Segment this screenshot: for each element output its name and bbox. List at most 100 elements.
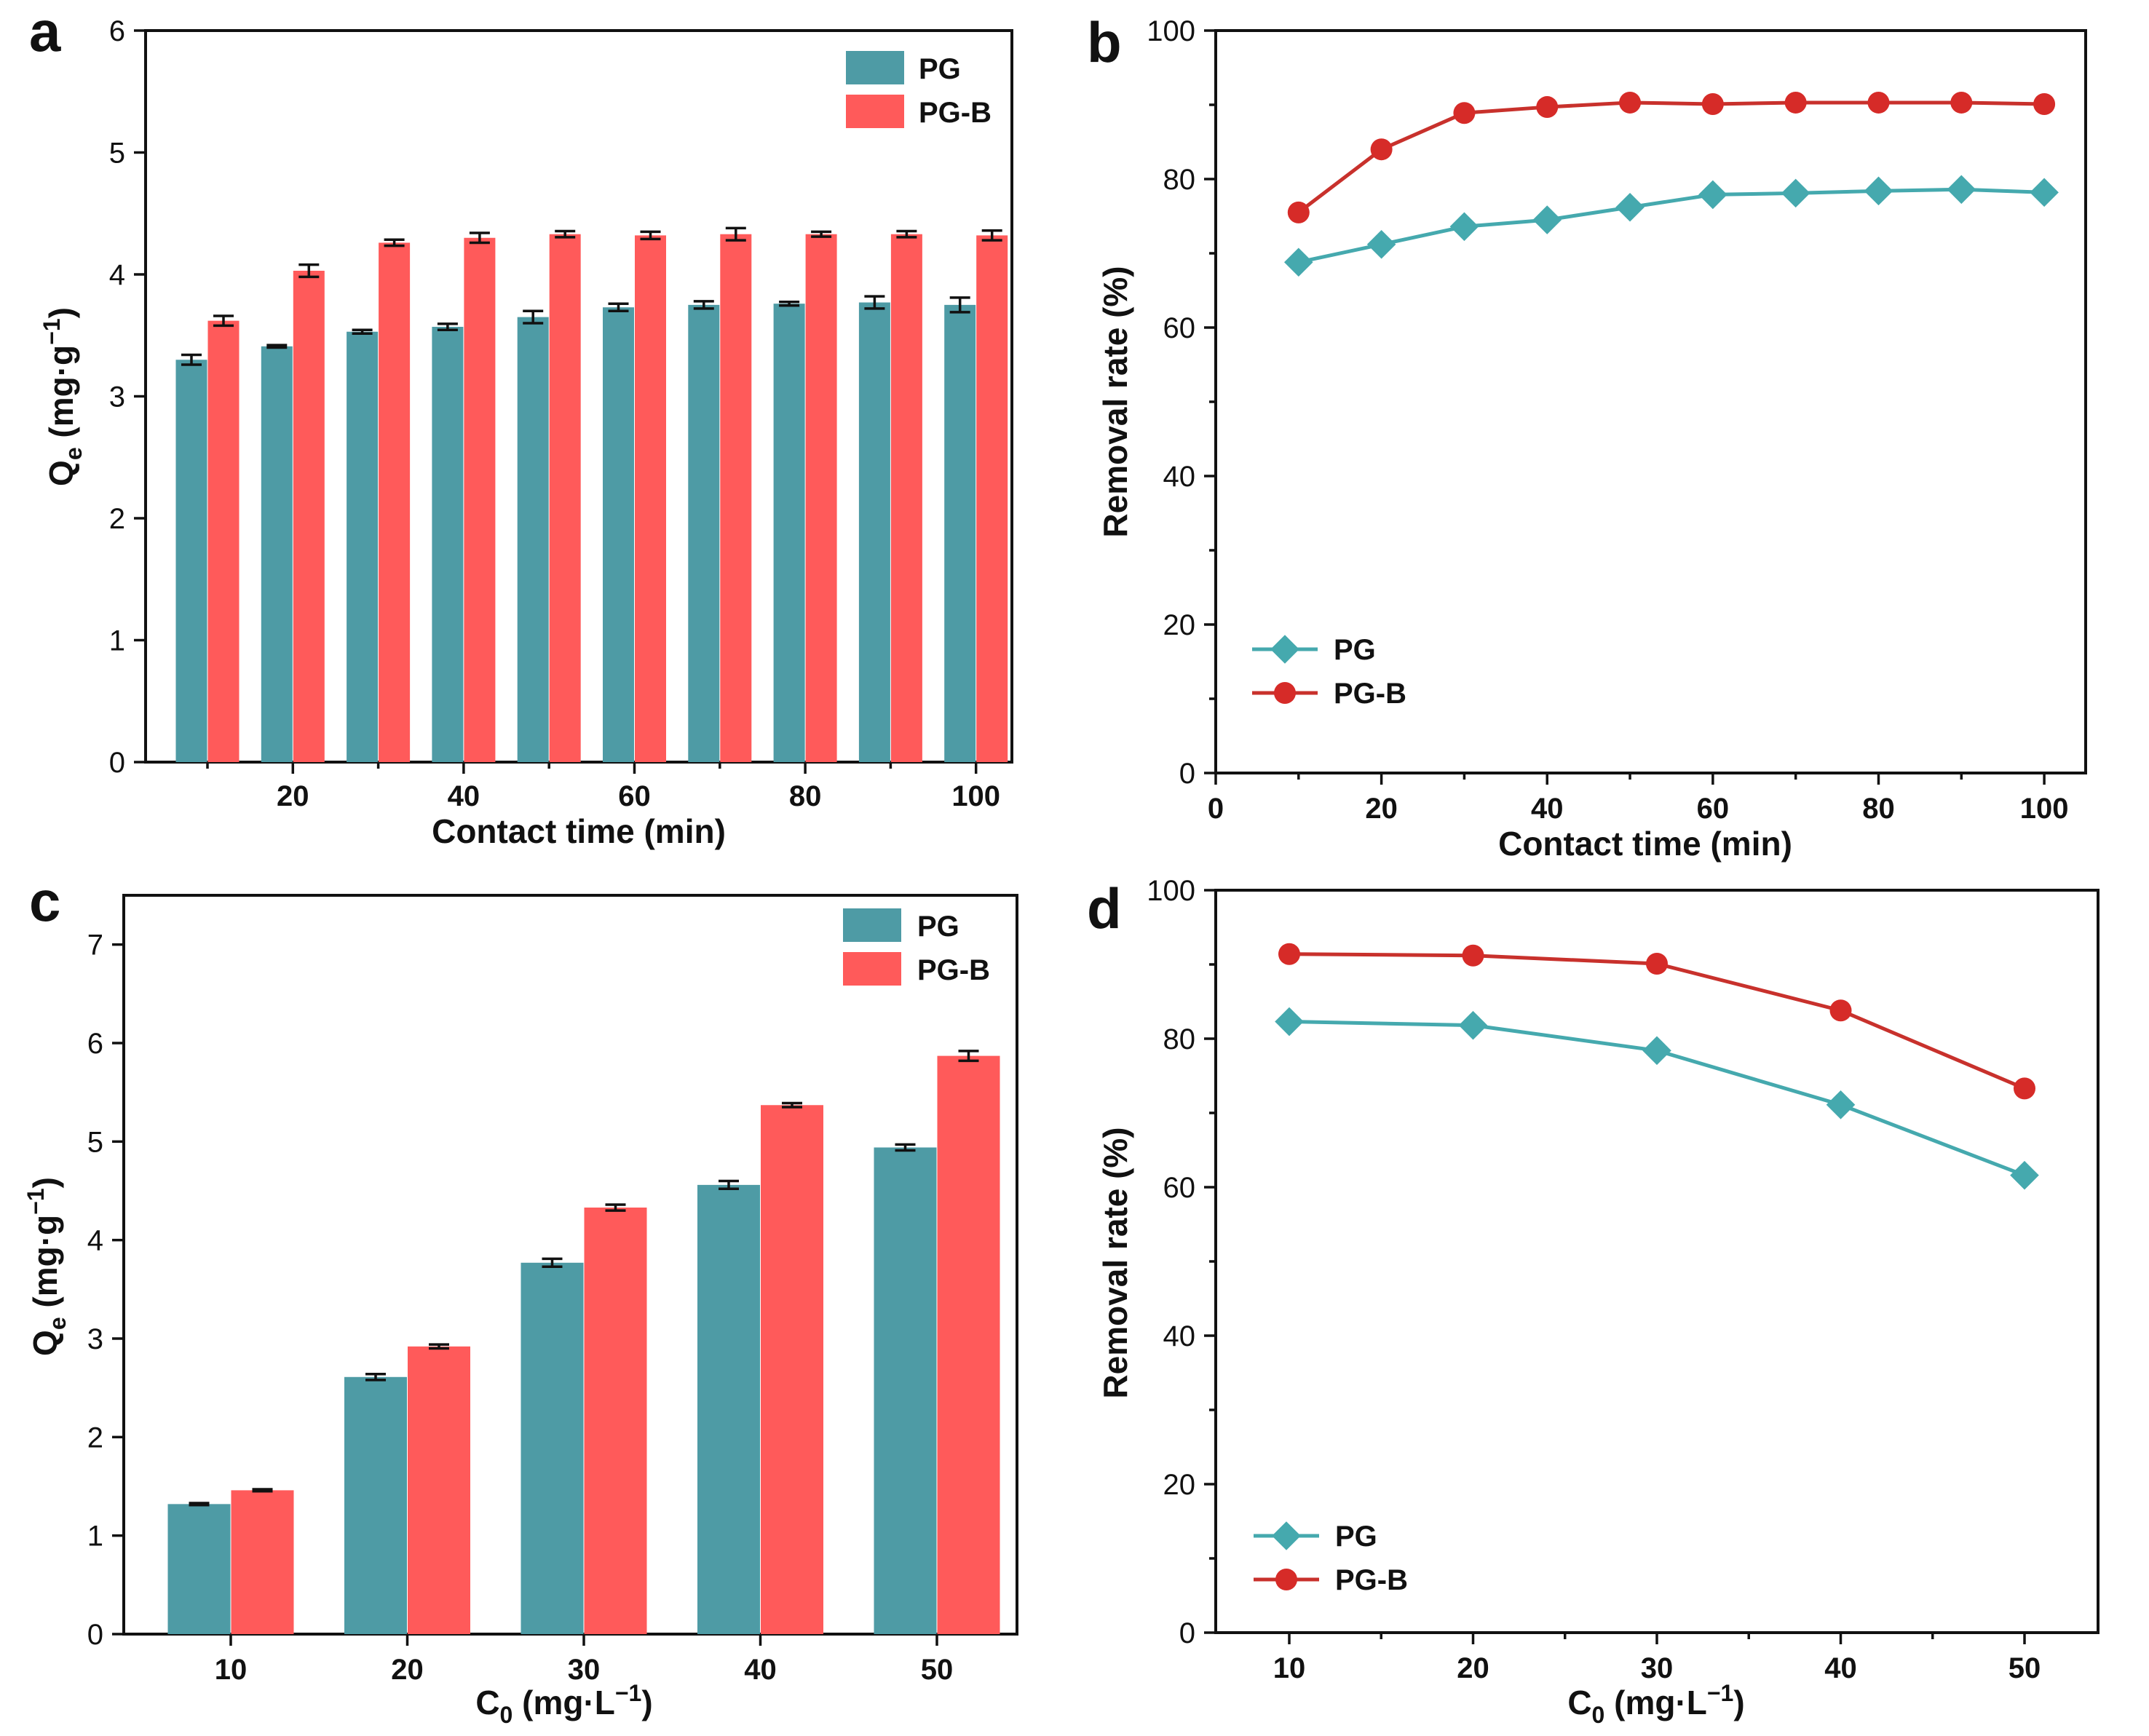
y-tick-label-d-2: 40	[1163, 1320, 1196, 1352]
lines-b	[1284, 91, 2059, 277]
errorbar-c-PG-B-10	[252, 1488, 273, 1493]
bars-c	[167, 1050, 1000, 1634]
bar-a-PG-100	[944, 304, 976, 762]
y-tick-label-a-1: 1	[109, 625, 125, 657]
errorbar-a-PG-B-70	[725, 226, 746, 242]
y-tick-label-b-2: 40	[1163, 461, 1196, 493]
legend-label-pgb-c: PG-B	[917, 954, 990, 986]
x-tick-label-c-50: 50	[921, 1654, 954, 1686]
x-axis-c: 10 20 30 40 50	[215, 1634, 954, 1686]
legend-marker-pg-b	[1270, 635, 1299, 664]
point-d-PG-30	[1642, 1036, 1671, 1066]
legend-swatch-pg-a	[846, 51, 904, 84]
x-axis-d: 10 20 30 40 50	[1273, 1633, 2041, 1684]
bar-a-PG-80	[773, 304, 805, 762]
y-tick-label-a-4: 4	[109, 259, 125, 291]
bar-a-PG-40	[432, 327, 464, 762]
y-tick-label-b-3: 60	[1163, 312, 1196, 344]
legend-marker-pgb-b	[1274, 682, 1296, 704]
bar-c-PG-10	[167, 1504, 231, 1634]
x-tick-label-b-80: 80	[1862, 793, 1895, 825]
panel-d: d 0 20 40 60 80 100 10 20 30 40 50 C0 (mg·L−1) Re…	[1087, 875, 2099, 1728]
y-tick-label-c-4: 4	[87, 1225, 103, 1257]
point-b-PG-90	[1947, 175, 1976, 205]
point-d-PG-50	[2010, 1160, 2039, 1190]
bar-a-PG-20	[261, 346, 293, 762]
y-tick-label-a-6: 6	[109, 15, 125, 47]
errorbar-a-PG-80	[779, 300, 800, 307]
x-tick-label-c-30: 30	[568, 1654, 601, 1686]
point-b-PG-B-70	[1784, 91, 1807, 114]
x-axis-title-a: Contact time (min)	[432, 812, 726, 850]
y-tick-label-c-1: 1	[87, 1521, 103, 1553]
legend-label-pgb-b: PG-B	[1334, 678, 1406, 710]
panel-label-d: d	[1087, 876, 1122, 940]
point-d-PG-B-30	[1646, 952, 1668, 975]
x-tick-label-a-80: 80	[789, 780, 822, 812]
bar-c-PG-20	[344, 1376, 407, 1634]
y-tick-label-d-0: 0	[1179, 1617, 1195, 1649]
y-tick-label-c-2: 2	[87, 1422, 103, 1454]
x-tick-label-a-20: 20	[277, 780, 309, 812]
y-axis-c: 0 1 2 3 4 5 6 7	[87, 930, 124, 1651]
bars-a	[175, 226, 1008, 763]
panel-label-b: b	[1087, 10, 1122, 74]
legend-label-pg-d: PG	[1335, 1521, 1377, 1553]
errorbar-a-PG-50	[523, 309, 544, 325]
errorbar-a-PG-B-90	[896, 229, 917, 239]
errorbar-c-PG-B-40	[782, 1101, 802, 1109]
errorbar-c-PG-50	[895, 1143, 916, 1152]
errorbar-a-PG-B-50	[555, 229, 576, 239]
errorbar-c-PG-B-30	[605, 1203, 626, 1212]
x-tick-label-b-100: 100	[2020, 793, 2069, 825]
bar-a-PG-60	[603, 307, 634, 763]
errorbar-a-PG-B-40	[469, 231, 490, 245]
errorbar-c-PG-B-50	[958, 1050, 979, 1063]
y-axis-title-d: Removal rate (%)	[1096, 1127, 1134, 1398]
series-line-b-PG-B	[1297, 100, 2045, 214]
x-axis-title-d: C0 (mg·L−1)	[1567, 1680, 1744, 1728]
y-tick-label-d-5: 100	[1147, 875, 1195, 907]
y-tick-label-c-6: 6	[87, 1028, 103, 1060]
y-tick-label-c-0: 0	[87, 1619, 103, 1651]
legend-swatch-pg-c	[843, 908, 901, 942]
errorbar-a-PG-B-60	[640, 230, 661, 241]
legend-d: PG PG-B	[1254, 1521, 1408, 1596]
point-b-PG-B-90	[1950, 91, 1973, 114]
legend-label-pgb-d: PG-B	[1335, 1564, 1408, 1596]
errorbar-a-PG-B-80	[811, 230, 832, 238]
y-tick-label-a-3: 3	[109, 381, 125, 413]
point-d-PG-B-20	[1462, 944, 1484, 967]
point-b-PG-B-50	[1619, 91, 1642, 114]
x-tick-label-a-40: 40	[448, 780, 480, 812]
y-tick-label-c-7: 7	[87, 930, 103, 962]
y-tick-label-a-2: 2	[109, 503, 125, 535]
legend-b: PG PG-B	[1252, 634, 1406, 710]
x-tick-label-d-50: 50	[2008, 1652, 2041, 1684]
errorbar-a-PG-90	[864, 295, 885, 310]
x-axis-title-b: Contact time (min)	[1498, 825, 1792, 863]
point-d-PG-20	[1458, 1010, 1488, 1040]
x-tick-label-c-10: 10	[215, 1654, 248, 1686]
x-tick-label-c-40: 40	[744, 1654, 777, 1686]
errorbar-a-PG-B-10	[213, 314, 234, 328]
errorbar-a-PG-100	[949, 296, 970, 314]
x-tick-label-d-40: 40	[1824, 1652, 1857, 1684]
bar-a-PG-B-50	[549, 234, 581, 763]
y-axis-title-c: Qe (mg·g−1)	[23, 1177, 71, 1356]
x-tick-label-a-60: 60	[618, 780, 651, 812]
bar-a-PG-B-40	[464, 237, 496, 762]
bar-c-PG-40	[697, 1184, 760, 1634]
bar-c-PG-B-50	[937, 1055, 1000, 1634]
panel-label-a: a	[29, 0, 61, 63]
errorbar-a-PG-B-100	[981, 229, 1002, 242]
bar-a-PG-B-70	[720, 234, 752, 763]
errorbar-c-PG-30	[542, 1257, 563, 1268]
errorbar-c-PG-20	[365, 1372, 386, 1382]
panel-c: c 0 1 2 3 4 5 6 7 10 20 30 40 50 C0 (mg·L−1) Qe (mg…	[23, 869, 1018, 1728]
y-tick-label-d-1: 20	[1163, 1469, 1196, 1501]
legend-label-pg-c: PG	[917, 911, 959, 943]
y-tick-label-c-5: 5	[87, 1126, 103, 1158]
point-b-PG-B-30	[1453, 102, 1476, 124]
